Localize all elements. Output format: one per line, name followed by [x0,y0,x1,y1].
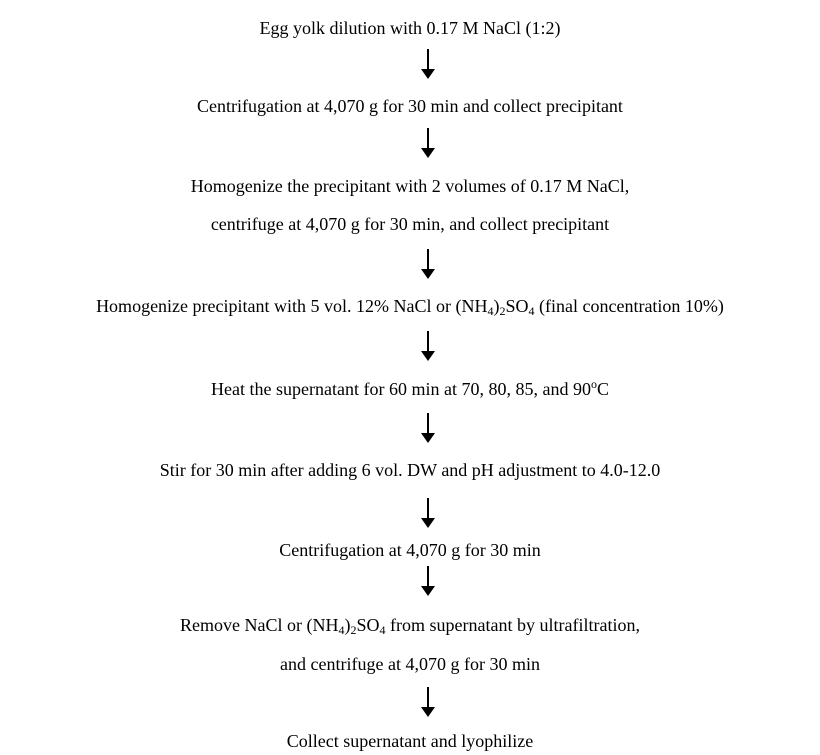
step-1: Egg yolk dilution with 0.17 M NaCl (1:2) [259,18,561,38]
subscript: 4 [379,623,386,637]
down-arrow-icon [421,687,435,717]
step-8-text: SO [356,615,380,635]
subscript: 4 [487,304,494,318]
subscript: 2 [499,304,506,318]
subscript: 4 [338,623,345,637]
down-arrow-icon [421,331,435,361]
step-9: Collect supernatant and lyophilize [286,731,534,751]
down-arrow-icon [421,249,435,279]
superscript: o [590,377,597,391]
down-arrow-icon [421,49,435,79]
step-2: Centrifugation at 4,070 g for 30 min and… [197,96,623,116]
step-4-text: Homogenize precipitant with 5 vol. 12% N… [96,296,488,316]
down-arrow-icon [421,413,435,443]
step-4-text: (final concentration 10%) [534,296,724,316]
subscript: 4 [528,304,535,318]
step-3-line-1: Homogenize the precipitant with 2 volume… [190,176,630,196]
step-5-text: C [596,379,609,399]
step-8-text: from supernatant by ultrafiltration, [385,615,640,635]
down-arrow-icon [421,498,435,528]
subscript: 2 [350,623,357,637]
step-4-text: SO [505,296,529,316]
down-arrow-icon [421,128,435,158]
step-5-text: Heat the supernatant for 60 min at 70, 8… [211,379,591,399]
step-3-line-2: centrifuge at 4,070 g for 30 min, and co… [210,214,610,234]
step-8-text: Remove NaCl or (NH [180,615,339,635]
step-6: Stir for 30 min after adding 6 vol. DW a… [159,460,661,480]
step-8-line-2: and centrifuge at 4,070 g for 30 min [280,654,540,674]
step-8-text: ) [344,615,351,635]
step-7: Centrifugation at 4,070 g for 30 min [279,540,541,560]
step-8-line-1: Remove NaCl or (NH4)2SO4 from supernatan… [0,614,820,636]
step-4: Homogenize precipitant with 5 vol. 12% N… [0,295,820,317]
down-arrow-icon [421,566,435,596]
step-4-text: ) [493,296,500,316]
step-5: Heat the supernatant for 60 min at 70, 8… [0,378,820,400]
